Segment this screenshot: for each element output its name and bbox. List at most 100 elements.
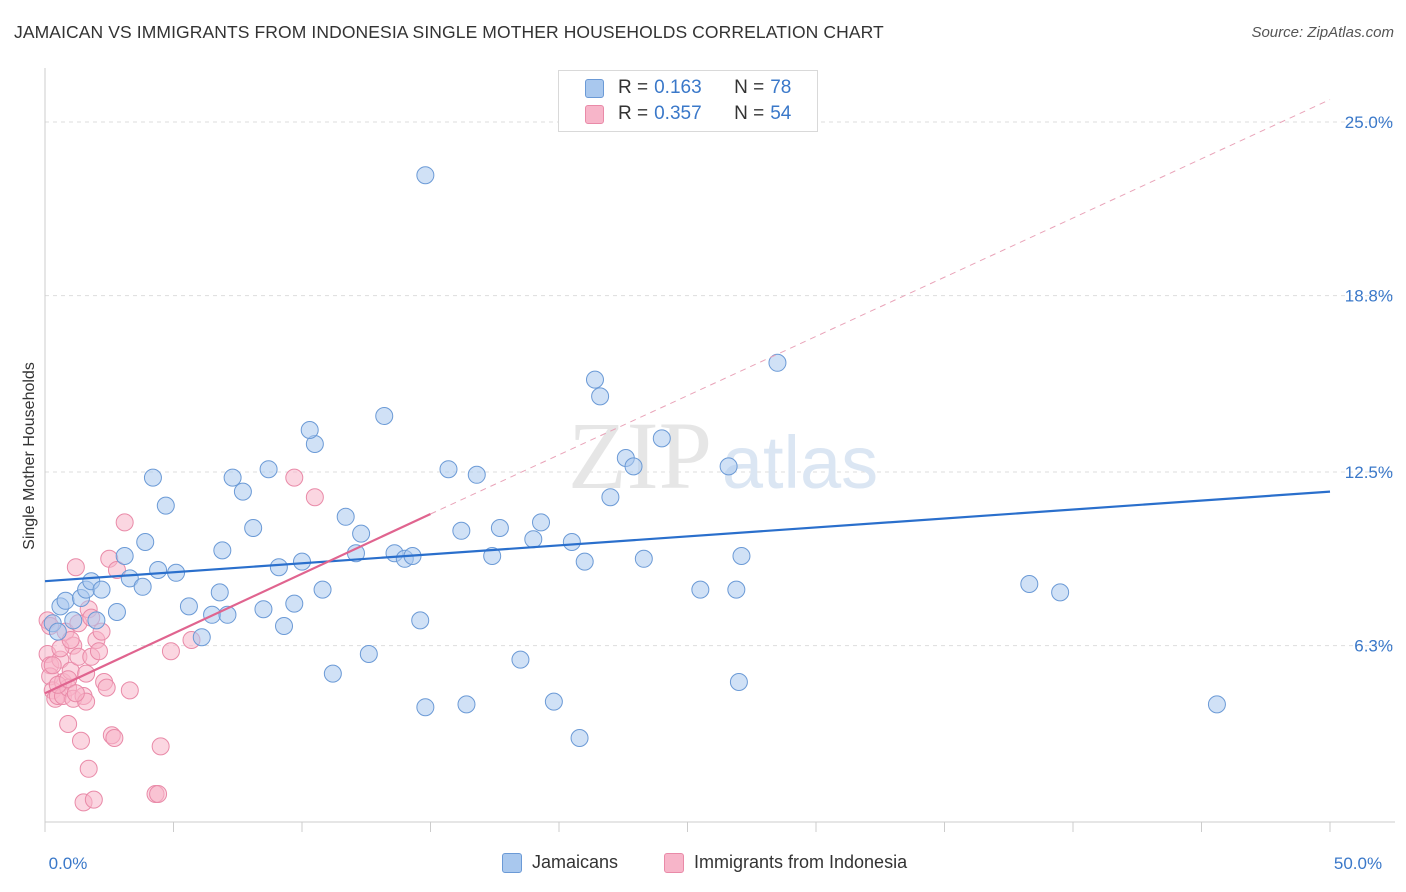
jamaican-point: [524, 530, 543, 549]
watermark-atlas: atlas: [722, 421, 878, 504]
watermark: ZIP atlas: [568, 402, 878, 509]
jamaican-point: [313, 580, 332, 599]
jamaican-point: [634, 549, 653, 568]
source-credit: Source: ZipAtlas.com: [1251, 24, 1394, 41]
jamaican-point: [585, 370, 604, 389]
jamaican-point: [275, 617, 294, 635]
jamaican-point: [336, 507, 355, 526]
legend-swatch-indonesia: [585, 104, 604, 124]
jamaican-point: [601, 488, 620, 507]
indonesia-point: [161, 642, 180, 661]
jamaican-point: [729, 673, 748, 691]
jamaican-point: [254, 600, 273, 619]
jamaican-point: [490, 519, 509, 537]
jamaican-point: [352, 524, 371, 543]
series-legend: Jamaicans Immigrants from Indonesia: [0, 852, 1406, 876]
jamaican-point: [92, 580, 111, 599]
indonesia-point: [105, 729, 124, 747]
legend-n-value: 78: [770, 77, 792, 98]
legend-swatch-indonesia: [664, 852, 684, 873]
indonesia-point: [84, 790, 103, 809]
axes: [44, 68, 1395, 832]
jamaican-point: [192, 628, 211, 647]
jamaican-point: [467, 465, 486, 484]
tick-labels: 6.3% 12.5% 18.8% 25.0% 0.0% 50.0%: [49, 113, 1393, 873]
jamaican-point: [233, 482, 252, 501]
jamaican-point: [511, 650, 530, 669]
indonesia-point: [79, 759, 98, 778]
jamaican-point: [115, 547, 134, 565]
jamaican-point: [719, 457, 738, 476]
legend-label-indonesia: Immigrants from Indonesia: [694, 852, 908, 872]
jamaican-point: [149, 561, 168, 579]
indonesia-point: [61, 631, 80, 649]
jamaican-point: [727, 580, 746, 599]
indonesia-point: [43, 656, 62, 675]
jamaican-point: [768, 353, 787, 372]
jamaican-point: [544, 692, 563, 711]
legend-item-indonesia[interactable]: Immigrants from Indonesia: [664, 852, 907, 873]
jamaican-point: [591, 387, 610, 406]
jamaican-point: [285, 594, 304, 613]
jamaican-point: [213, 541, 232, 560]
jamaican-trend-line: [44, 490, 1331, 583]
chart-title: JAMAICAN VS IMMIGRANTS FROM INDONESIA SI…: [14, 22, 884, 42]
jamaican-points: [43, 166, 1226, 747]
jamaican-point: [156, 496, 175, 515]
legend-r-label: R =: [618, 103, 649, 124]
jamaican-point: [179, 597, 198, 616]
x-tick-label: 50.0%: [1334, 854, 1382, 873]
legend-r-label: R =: [618, 77, 649, 98]
y-tick-label: 12.5%: [1345, 463, 1393, 482]
legend-item-jamaicans[interactable]: Jamaicans: [502, 852, 618, 873]
indonesia-point: [149, 785, 168, 803]
jamaican-point: [259, 460, 278, 479]
jamaican-point: [359, 645, 378, 663]
legend-r-value: 0.357: [654, 103, 702, 124]
jamaican-point: [732, 547, 751, 565]
y-tick-label: 25.0%: [1345, 113, 1393, 132]
jamaican-point: [107, 603, 126, 621]
jamaican-point: [562, 533, 581, 551]
indonesia-point: [107, 561, 126, 579]
jamaican-point: [1020, 575, 1039, 593]
jamaican-point: [136, 533, 155, 551]
legend-n-label: N =: [734, 77, 765, 98]
jamaican-point: [624, 457, 643, 476]
trend-lines: [44, 99, 1331, 695]
legend-swatch-jamaicans: [585, 78, 604, 98]
jamaican-point: [56, 591, 75, 610]
y-tick-label: 6.3%: [1354, 637, 1393, 656]
legend-n-value: 54: [770, 103, 792, 124]
jamaican-point: [87, 611, 106, 630]
jamaican-point: [1207, 695, 1226, 714]
legend-n-label: N =: [734, 103, 765, 124]
jamaican-point: [223, 468, 242, 487]
indonesia-point: [97, 678, 116, 697]
indonesia-point: [59, 715, 78, 733]
jamaican-point: [532, 513, 551, 532]
jamaican-point: [64, 611, 83, 630]
jamaican-point: [210, 583, 229, 602]
indonesia-trend-extension: [430, 99, 1331, 515]
jamaican-point: [575, 552, 594, 571]
jamaican-point: [133, 577, 152, 596]
jamaican-point: [323, 664, 342, 683]
jamaican-point: [1051, 583, 1070, 602]
indonesia-point: [66, 684, 85, 703]
indonesia-point: [71, 731, 90, 750]
jamaican-point: [48, 622, 67, 641]
jamaican-point: [300, 421, 319, 439]
watermark-zip: ZIP: [568, 402, 712, 509]
indonesia-point: [120, 681, 139, 700]
jamaican-point: [416, 698, 435, 717]
indonesia-point: [285, 468, 304, 487]
indonesia-point: [151, 737, 170, 756]
jamaican-point: [652, 429, 671, 448]
y-tick-label: 18.8%: [1345, 287, 1393, 306]
legend-label-jamaicans: Jamaicans: [532, 852, 619, 872]
jamaican-point: [293, 552, 311, 571]
indonesia-point: [115, 513, 134, 532]
jamaican-point: [452, 521, 471, 540]
